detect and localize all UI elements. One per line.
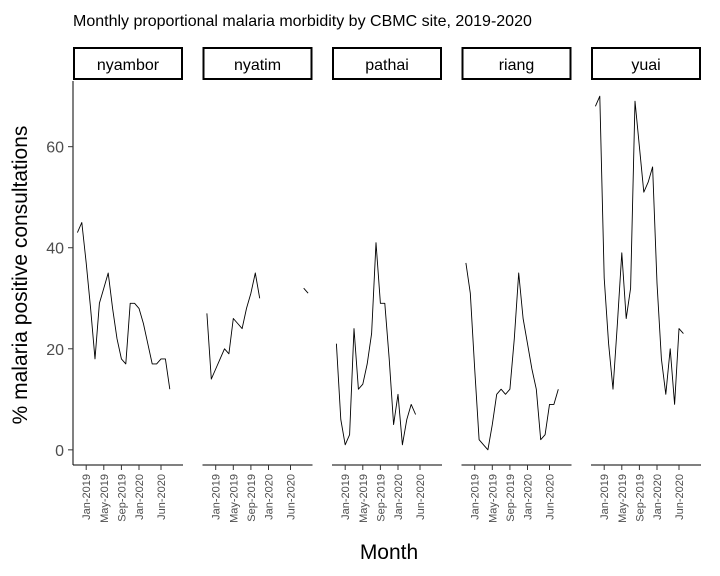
x-tick-label: Jun-2020 — [156, 474, 168, 520]
panel-nyatim: nyatim Jan-2019 May-2019 Sep-2019 Jan-2020 Ju… — [202, 47, 313, 523]
panel-nyambor: nyambor Jan-2019 May-2019 Sep-2019 Jan-2020 J… — [73, 47, 183, 523]
x-tick-label: Sep-2019 — [634, 474, 646, 522]
x-tick-label: Jan-2019 — [211, 474, 223, 520]
series-line-nyatim — [303, 287, 309, 294]
x-tick-label: Jan-2019 — [470, 474, 482, 520]
x-axis-title: Month — [360, 541, 418, 564]
facet-label: yuai — [631, 57, 660, 74]
x-tick-label: Jan-2020 — [134, 474, 146, 520]
x-tick-label: Sep-2019 — [246, 474, 258, 522]
x-tick-label: Jan-2019 — [81, 474, 93, 520]
x-tick-label: May-2019 — [487, 474, 499, 523]
panel-pathai: pathai Jan-2019 May-2019 Sep-2019 Jan-2020 Ju… — [332, 47, 442, 523]
x-tick-label: Jan-2019 — [340, 474, 352, 520]
x-tick-label: May-2019 — [99, 474, 111, 523]
x-tick-label: May-2019 — [358, 474, 370, 523]
y-tick-label: 60 — [46, 140, 64, 157]
facet-strip — [73, 47, 183, 80]
x-tick-label: May-2019 — [228, 474, 240, 523]
facet-label: pathai — [365, 57, 409, 74]
x-tick-label: Jan-2020 — [652, 474, 664, 520]
x-tick-label: Jun-2020 — [415, 474, 427, 520]
y-tick-label: 40 — [46, 241, 64, 258]
x-tick-label: Jun-2020 — [545, 474, 557, 520]
facet-label: riang — [499, 57, 535, 74]
y-tick-label: 20 — [46, 342, 64, 359]
x-tick-label: Jan-2020 — [393, 474, 405, 520]
y-axis-title: % malaria positive consultations — [9, 126, 32, 425]
panel-yuai: yuai Jan-2019 May-2019 Sep-2019 Jan-2020 Jun-… — [591, 47, 701, 523]
series-line-nyambor — [76, 222, 171, 390]
series-line-pathai — [335, 242, 417, 446]
series-line-yuai — [594, 95, 684, 405]
x-tick-label: Jun-2020 — [286, 474, 298, 520]
x-tick-label: Sep-2019 — [375, 474, 387, 522]
x-tick-label: Jan-2019 — [599, 474, 611, 520]
facet-strip — [202, 47, 313, 80]
facet-strip — [461, 47, 572, 80]
x-tick-label: Sep-2019 — [116, 474, 128, 522]
series-line-nyatim — [206, 272, 261, 380]
x-tick-label: Jun-2020 — [674, 474, 686, 520]
x-tick-label: May-2019 — [617, 474, 629, 523]
series-line-riang — [465, 262, 559, 451]
x-tick-label: Jan-2020 — [264, 474, 276, 520]
y-axis: 0 20 40 60 — [46, 81, 74, 465]
chart-title: Monthly proportional malaria morbidity b… — [73, 13, 532, 30]
y-tick-label: 0 — [55, 443, 64, 460]
facet-label: nyatim — [234, 57, 281, 74]
panel-riang: riang Jan-2019 May-2019 Sep-2019 Jan-2020 Jun… — [461, 47, 572, 523]
facet-strip — [591, 47, 701, 80]
x-tick-label: Sep-2019 — [505, 474, 517, 522]
facet-strip — [332, 47, 442, 80]
x-tick-label: Jan-2020 — [523, 474, 535, 520]
facet-label: nyambor — [97, 57, 160, 74]
facet-panels: nyambor Jan-2019 May-2019 Sep-2019 Jan-2020 J… — [73, 47, 701, 523]
